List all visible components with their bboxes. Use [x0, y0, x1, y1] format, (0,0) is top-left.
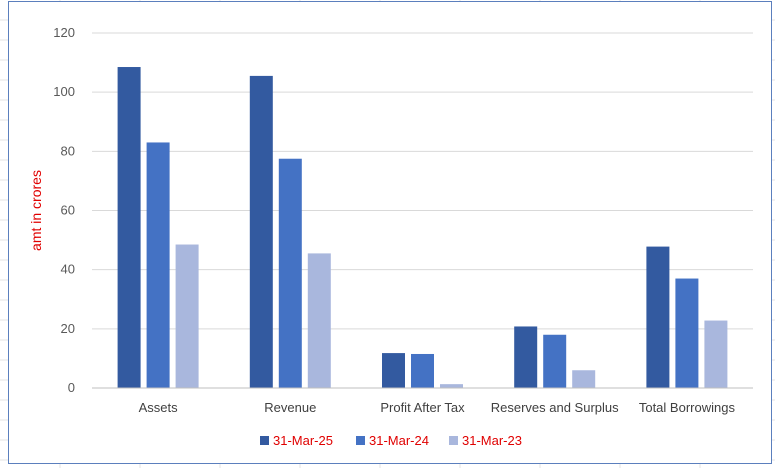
bar[interactable]: [307, 253, 331, 388]
bar[interactable]: [704, 320, 728, 388]
y-tick-label: 120: [53, 25, 75, 40]
legend-label: 31-Mar-25: [273, 433, 333, 448]
x-tick-label: Revenue: [264, 400, 316, 415]
bar[interactable]: [117, 67, 141, 388]
x-axis-category-labels: Assets Revenue Profit After Tax Reserves an…: [139, 400, 736, 415]
legend-swatch: [260, 436, 269, 445]
legend-item[interactable]: 31-Mar-24: [356, 433, 429, 448]
y-axis-tick-labels: 0 20 40 60 80 100 120: [53, 25, 75, 395]
y-axis-title: amt in crores: [28, 170, 44, 251]
bar[interactable]: [440, 384, 463, 388]
bar[interactable]: [572, 370, 596, 388]
bar[interactable]: [675, 278, 699, 388]
bar[interactable]: [382, 353, 405, 388]
legend-item[interactable]: 31-Mar-23: [449, 433, 522, 448]
x-tick-label: Assets: [139, 400, 179, 415]
bar[interactable]: [249, 75, 273, 388]
y-tick-label: 40: [61, 262, 75, 277]
bars: [117, 67, 728, 388]
x-tick-label: Total Borrowings: [639, 400, 736, 415]
bar[interactable]: [146, 142, 170, 388]
legend-label: 31-Mar-24: [369, 433, 429, 448]
bar-chart: 0 20 40 60 80 100 120 amt in crores Assets Reve…: [28, 25, 753, 448]
gridlines: [92, 32, 753, 330]
legend-label: 31-Mar-23: [462, 433, 522, 448]
bar[interactable]: [646, 246, 670, 388]
y-tick-label: 80: [61, 143, 75, 158]
x-tick-label: Reserves and Surplus: [491, 400, 619, 415]
bar[interactable]: [278, 158, 302, 388]
y-tick-label: 0: [68, 380, 75, 395]
legend[interactable]: 31-Mar-25 31-Mar-24 31-Mar-23: [260, 433, 522, 448]
legend-swatch: [356, 436, 365, 445]
y-tick-label: 60: [61, 203, 75, 218]
y-tick-label: 20: [61, 321, 75, 336]
chart-area[interactable]: 0 20 40 60 80 100 120 amt in crores Assets Reve…: [8, 1, 772, 464]
y-tick-label: 100: [53, 84, 75, 99]
bar[interactable]: [175, 244, 199, 388]
legend-swatch: [449, 436, 458, 445]
bar[interactable]: [543, 334, 567, 388]
x-tick-label: Profit After Tax: [380, 400, 465, 415]
legend-item[interactable]: 31-Mar-25: [260, 433, 333, 448]
bar[interactable]: [411, 353, 434, 388]
bar[interactable]: [514, 326, 538, 388]
